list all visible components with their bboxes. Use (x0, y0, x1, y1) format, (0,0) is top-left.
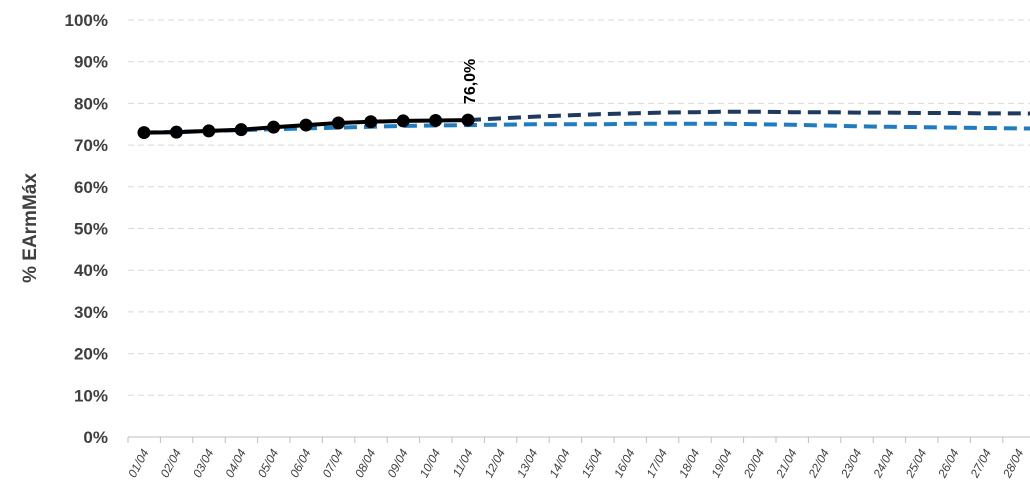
series-line-1 (468, 112, 1030, 120)
x-tick-label: 20/04 (740, 447, 767, 481)
y-tick-label: 70% (74, 136, 108, 155)
x-tick-label: 08/04 (352, 447, 379, 480)
series-lines (138, 112, 1030, 139)
data-point (138, 126, 151, 139)
x-tick-label: 11/04 (450, 447, 476, 480)
x-tick-label: 14/04 (546, 447, 573, 480)
data-label: 76,0% (462, 59, 479, 104)
y-tick-label: 60% (74, 178, 108, 197)
x-tick-label: 04/04 (222, 447, 249, 480)
x-tick-label: 13/04 (514, 447, 541, 480)
data-point (300, 119, 313, 132)
x-tick-label: 26/04 (935, 447, 962, 481)
x-tick-label: 23/04 (838, 447, 865, 481)
x-tick-label: 01/04 (125, 447, 152, 480)
data-point (235, 123, 248, 136)
y-tick-label: 90% (74, 53, 108, 72)
x-tick-label: 19/04 (708, 447, 735, 480)
x-tick-label: 21/04 (773, 447, 800, 481)
y-tick-label: 30% (74, 303, 108, 322)
x-tick-label: 03/04 (190, 447, 217, 480)
y-axis-title: % EArmMáx (20, 173, 41, 283)
y-tick-labels: 0% 10% 20% 30% 40% 50% 60% 70% 80% 90% 100% (65, 11, 108, 447)
x-tick-label: 18/04 (676, 447, 703, 480)
data-point (462, 114, 475, 127)
x-tick-label: 15/04 (579, 447, 606, 480)
x-tick-label: 17/04 (644, 447, 671, 480)
x-tick-label: 09/04 (384, 447, 411, 480)
x-tick-label: 05/04 (255, 447, 282, 480)
x-tick-label: 02/04 (158, 447, 185, 480)
x-tick-label: 28/04 (1000, 447, 1027, 481)
data-point (170, 126, 183, 139)
y-tick-label: 10% (74, 386, 108, 405)
x-tick-label: 25/04 (902, 447, 929, 481)
x-tick-label: 24/04 (870, 447, 897, 481)
x-tick-label: 22/04 (805, 447, 832, 481)
data-point (202, 124, 215, 137)
data-point (429, 114, 442, 127)
y-tick-label: 100% (65, 11, 108, 30)
data-point (332, 116, 345, 129)
y-tick-label: 40% (74, 261, 108, 280)
x-tick-label: 27/04 (967, 447, 994, 481)
y-tick-label: 0% (83, 428, 108, 447)
x-tick-label: 12/04 (482, 447, 509, 480)
data-point (397, 114, 410, 127)
data-point (267, 121, 280, 134)
y-tick-label: 50% (74, 220, 108, 239)
x-tick-label: 10/04 (417, 447, 444, 480)
gridlines (128, 20, 1030, 395)
x-tick-label: 16/04 (611, 447, 638, 480)
y-tick-label: 80% (74, 94, 108, 113)
data-point (364, 115, 377, 128)
x-tick-label: 06/04 (287, 447, 314, 480)
y-tick-label: 20% (74, 345, 108, 364)
x-tick-label: 07/04 (320, 447, 347, 480)
